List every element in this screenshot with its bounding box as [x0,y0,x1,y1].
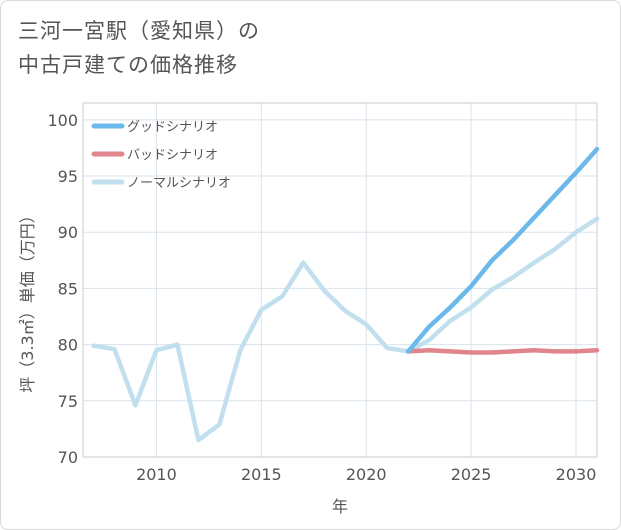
x-tick-label: 2025 [451,465,492,484]
chart-title: 三河一宮駅（愛知県）の 中古戸建ての価格推移 [18,14,260,82]
series-group [91,146,600,443]
legend-label: グッドシナリオ [127,120,218,135]
plot-area-border [82,102,598,458]
y-tick-label: 75 [58,392,78,411]
legend-label: ノーマルシナリオ [127,176,231,191]
x-tick-label: 2030 [556,465,597,484]
chart-title-line2: 中古戸建ての価格推移 [18,53,238,77]
series-line-3 [91,216,600,443]
tick-labels: 2010 2015 2020 2025 2030 70 75 80 85 90 95 100 [47,111,596,484]
series-line-2 [405,347,600,355]
x-tick-label: 2010 [136,465,177,484]
y-tick-label: 100 [47,111,78,130]
x-tick-label: 2020 [346,465,387,484]
y-tick-label: 90 [58,223,78,242]
y-tick-label: 80 [58,336,78,355]
series-line-1 [405,146,600,354]
y-tick-label: 70 [58,448,78,467]
y-tick-label: 85 [58,279,78,298]
chart-title-line1: 三河一宮駅（愛知県）の [18,19,260,43]
x-axis-label: 年 [332,497,348,516]
y-axis-label: 坪（3.3㎡）単価（万円） [18,207,37,392]
y-tick-label: 95 [58,167,78,186]
x-tick-label: 2015 [241,465,282,484]
legend-label: バッドシナリオ [127,148,218,163]
